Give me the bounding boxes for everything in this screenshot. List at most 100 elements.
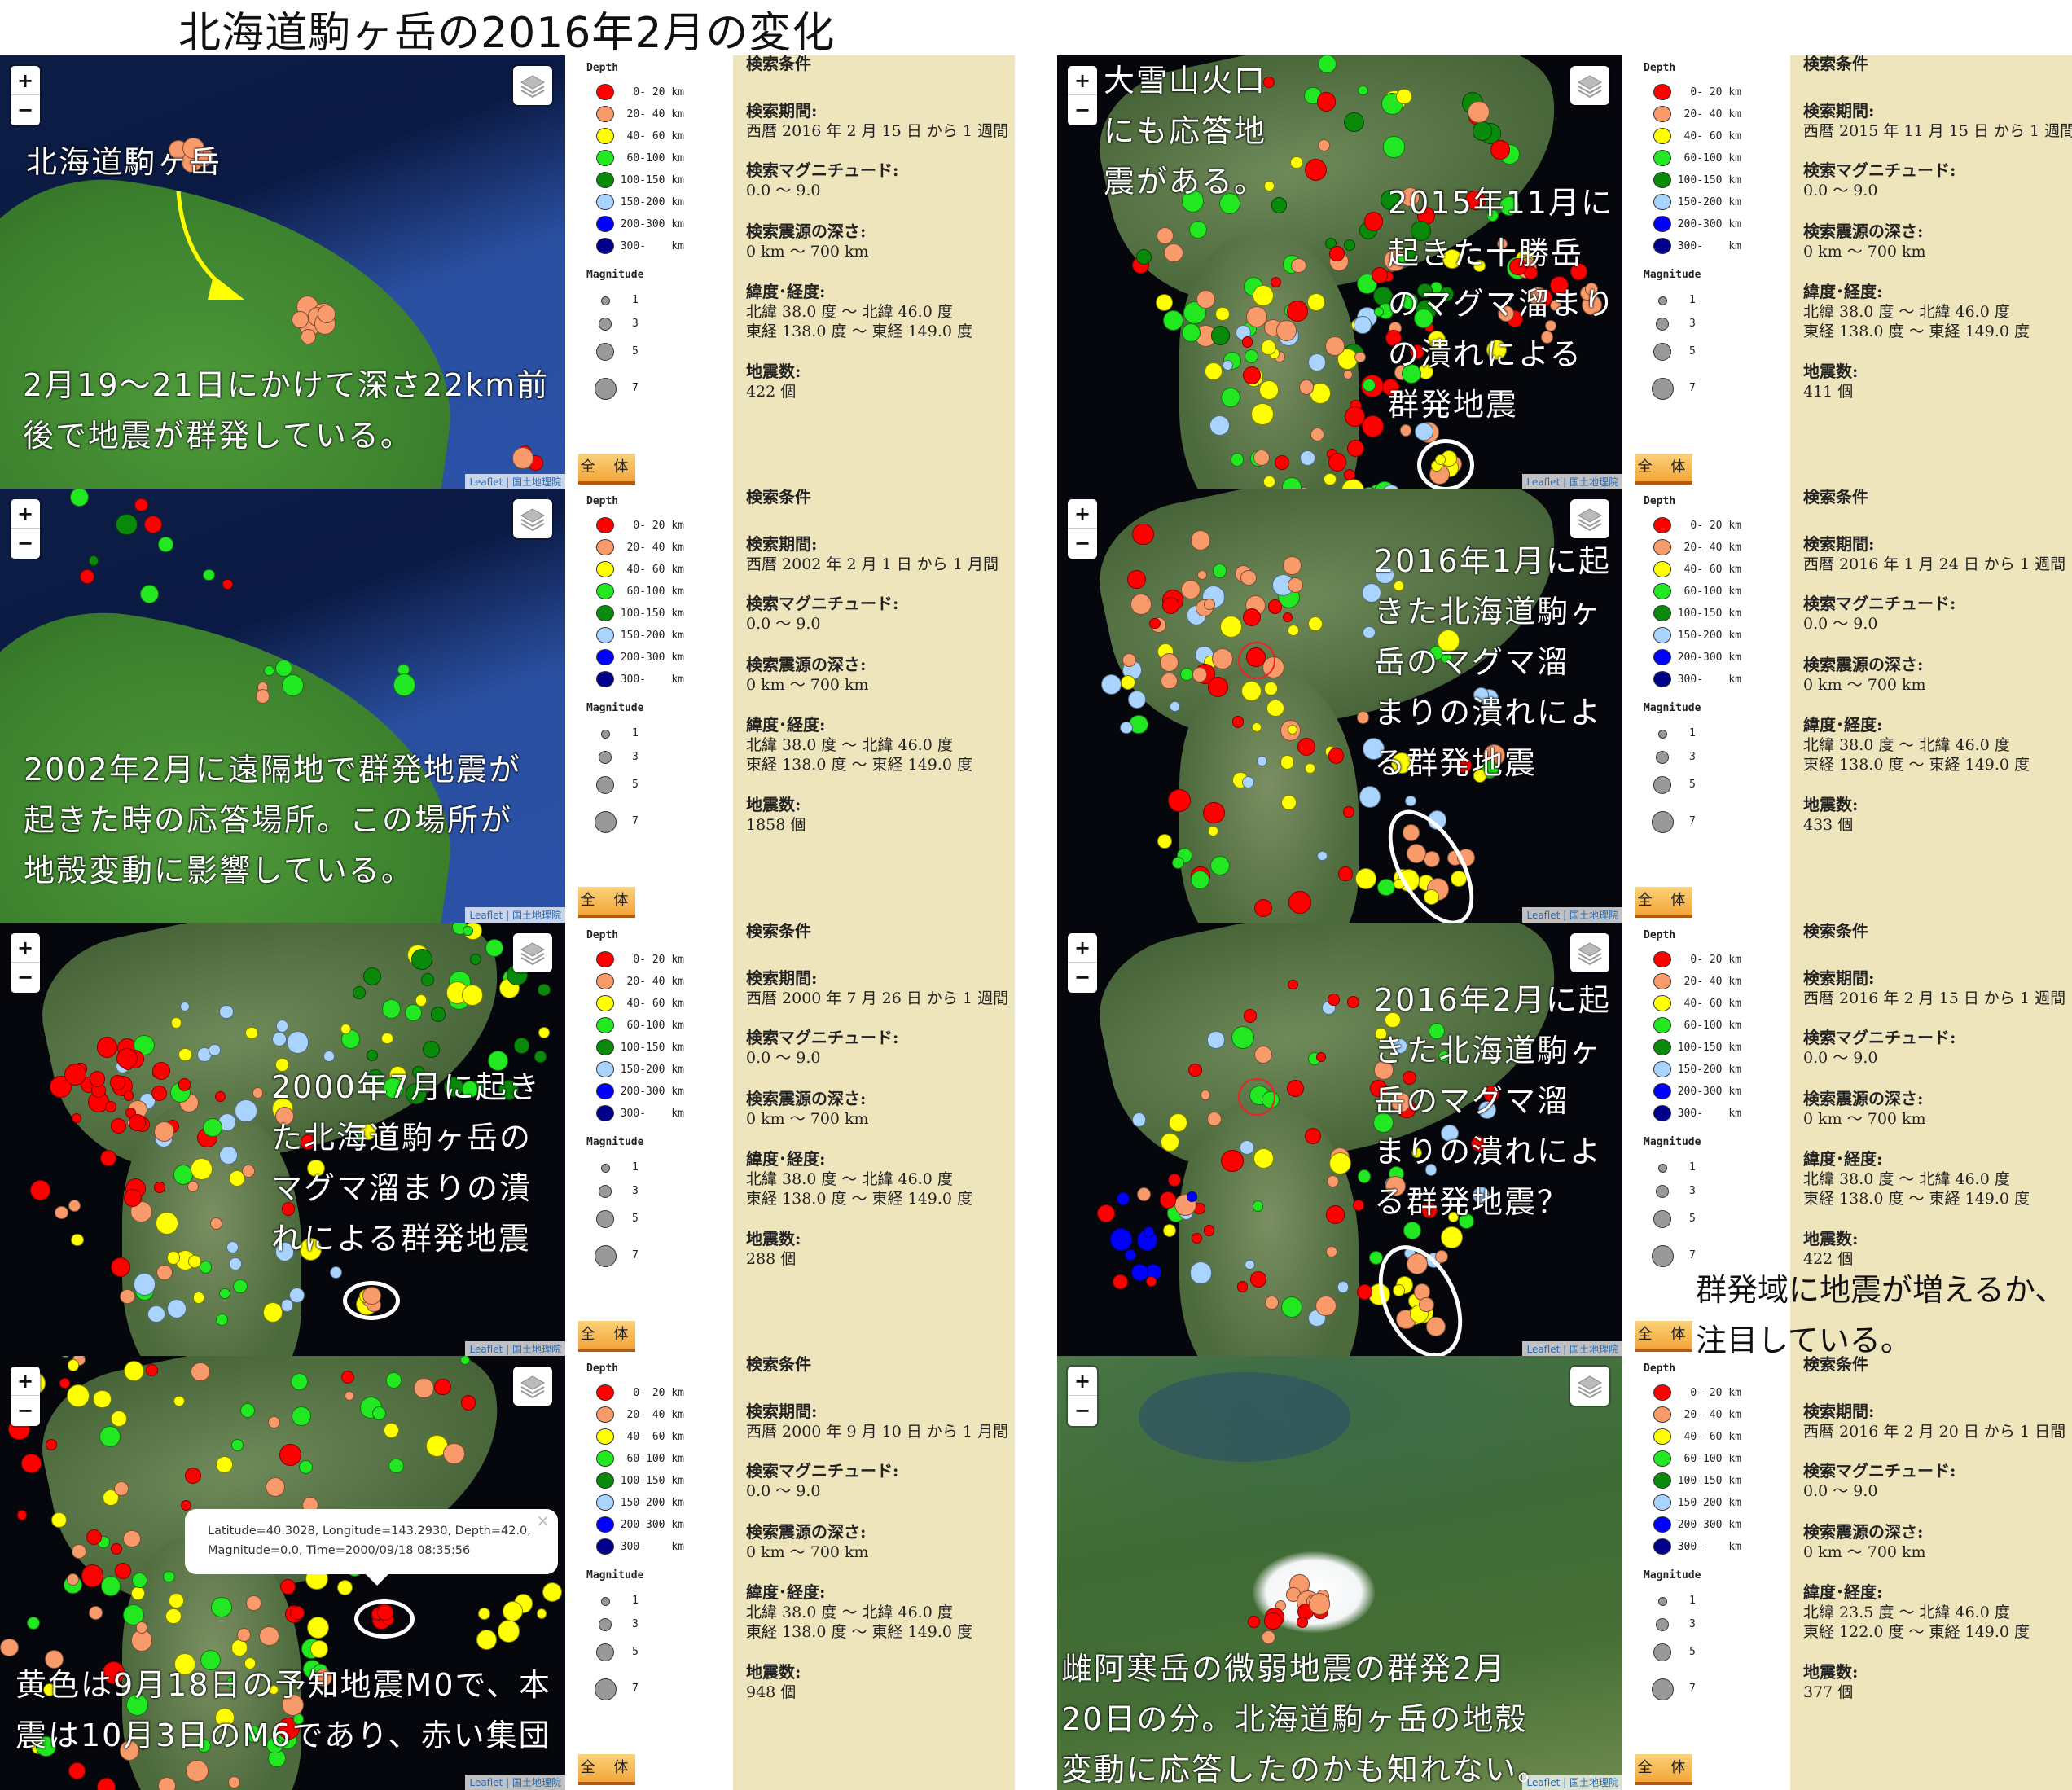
earthquake-marker[interactable] bbox=[97, 1778, 116, 1790]
earthquake-marker[interactable] bbox=[89, 555, 99, 566]
map-view[interactable]: 大雪山火口 にも応答地 震がある。2015年11月に 起きた十勝岳 のマグマ溜ま… bbox=[1057, 55, 1622, 489]
earthquake-marker[interactable] bbox=[405, 1004, 422, 1021]
show-all-button[interactable]: 全 体 bbox=[578, 1754, 635, 1785]
earthquake-marker[interactable] bbox=[537, 1608, 547, 1618]
earthquake-marker[interactable] bbox=[1122, 653, 1136, 667]
earthquake-marker[interactable] bbox=[211, 1597, 231, 1617]
earthquake-marker[interactable] bbox=[1299, 379, 1314, 394]
zoom-in-button[interactable]: + bbox=[11, 933, 40, 963]
earthquake-marker[interactable] bbox=[140, 585, 159, 603]
earthquake-marker[interactable] bbox=[1163, 310, 1183, 331]
earthquake-marker[interactable] bbox=[290, 1606, 305, 1621]
earthquake-marker[interactable] bbox=[1137, 1187, 1151, 1201]
earthquake-marker[interactable] bbox=[1287, 301, 1307, 321]
earthquake-marker[interactable] bbox=[68, 1359, 80, 1371]
earthquake-marker[interactable] bbox=[1354, 316, 1371, 333]
earthquake-marker[interactable] bbox=[1326, 1246, 1337, 1257]
earthquake-marker[interactable] bbox=[55, 1206, 68, 1220]
earthquake-marker[interactable] bbox=[219, 1005, 233, 1019]
earthquake-marker[interactable] bbox=[156, 1212, 178, 1235]
earthquake-marker[interactable] bbox=[51, 1512, 67, 1528]
earthquake-marker[interactable] bbox=[111, 1118, 126, 1134]
earthquake-marker[interactable] bbox=[134, 1273, 156, 1296]
earthquake-marker[interactable] bbox=[1317, 92, 1336, 111]
earthquake-marker[interactable] bbox=[341, 1371, 354, 1384]
earthquake-marker[interactable] bbox=[1168, 789, 1191, 812]
earthquake-marker[interactable] bbox=[1308, 353, 1326, 371]
earthquake-marker[interactable] bbox=[1101, 674, 1122, 695]
earthquake-marker[interactable] bbox=[165, 1608, 181, 1624]
map-view[interactable]: 雌阿寒岳の微弱地震の群発2月 20日の分。北海道駒ヶ岳の地殻 変動に応答したのか… bbox=[1057, 1356, 1622, 1790]
earthquake-marker[interactable] bbox=[1127, 570, 1146, 589]
earthquake-marker[interactable] bbox=[1259, 380, 1279, 400]
earthquake-marker[interactable] bbox=[1244, 1009, 1258, 1023]
earthquake-marker[interactable] bbox=[534, 1051, 546, 1062]
earthquake-marker[interactable] bbox=[1253, 285, 1274, 306]
earthquake-marker[interactable] bbox=[299, 1460, 313, 1474]
earthquake-marker[interactable] bbox=[1328, 748, 1344, 763]
earthquake-marker[interactable] bbox=[1250, 1271, 1266, 1288]
earthquake-marker[interactable] bbox=[1191, 530, 1211, 551]
earthquake-marker[interactable] bbox=[1160, 1191, 1177, 1209]
earthquake-marker[interactable] bbox=[72, 1544, 86, 1559]
earthquake-marker[interactable] bbox=[1405, 796, 1416, 806]
zoom-out-button[interactable]: − bbox=[1068, 963, 1097, 992]
earthquake-marker[interactable] bbox=[1288, 891, 1311, 914]
earthquake-marker[interactable] bbox=[60, 1356, 71, 1358]
map-attribution[interactable]: Leaflet | 国土地理院 bbox=[465, 1775, 565, 1790]
earthquake-marker[interactable] bbox=[1290, 156, 1302, 169]
show-all-button[interactable]: 全 体 bbox=[1635, 1754, 1692, 1785]
earthquake-marker[interactable] bbox=[1264, 1612, 1281, 1630]
earthquake-marker[interactable] bbox=[393, 673, 416, 696]
earthquake-marker[interactable] bbox=[1242, 776, 1254, 788]
earthquake-marker[interactable] bbox=[340, 1024, 351, 1034]
earthquake-marker[interactable] bbox=[1305, 763, 1315, 773]
earthquake-marker[interactable] bbox=[120, 1289, 134, 1304]
earthquake-marker[interactable] bbox=[134, 498, 147, 511]
earthquake-marker[interactable] bbox=[1221, 1150, 1244, 1173]
layers-button[interactable] bbox=[513, 1367, 552, 1406]
earthquake-marker[interactable] bbox=[229, 1257, 241, 1270]
earthquake-marker[interactable] bbox=[80, 569, 94, 584]
earthquake-marker[interactable] bbox=[1207, 1031, 1224, 1048]
earthquake-marker[interactable] bbox=[1188, 1064, 1202, 1077]
earthquake-marker[interactable] bbox=[178, 1048, 192, 1062]
earthquake-marker[interactable] bbox=[156, 1265, 172, 1280]
earthquake-marker[interactable] bbox=[68, 1200, 81, 1212]
popup-close-button[interactable]: × bbox=[536, 1511, 550, 1530]
earthquake-marker[interactable] bbox=[21, 1454, 42, 1474]
earthquake-marker[interactable] bbox=[291, 1373, 308, 1390]
earthquake-marker[interactable] bbox=[1240, 570, 1257, 586]
earthquake-marker[interactable] bbox=[353, 986, 366, 999]
earthquake-marker[interactable] bbox=[1242, 336, 1253, 348]
zoom-in-button[interactable]: + bbox=[11, 1367, 40, 1396]
earthquake-marker[interactable] bbox=[1326, 1205, 1344, 1223]
earthquake-marker[interactable] bbox=[169, 1593, 184, 1608]
earthquake-marker[interactable] bbox=[1490, 140, 1510, 160]
earthquake-marker[interactable] bbox=[1128, 691, 1145, 708]
earthquake-marker[interactable] bbox=[1209, 415, 1230, 436]
earthquake-marker[interactable] bbox=[280, 1579, 296, 1595]
earthquake-marker[interactable] bbox=[71, 1234, 83, 1246]
earthquake-marker[interactable] bbox=[478, 1608, 490, 1620]
earthquake-marker[interactable] bbox=[233, 1279, 247, 1293]
earthquake-marker[interactable] bbox=[1187, 1191, 1197, 1202]
earthquake-marker[interactable] bbox=[268, 1416, 280, 1428]
show-all-button[interactable]: 全 体 bbox=[1635, 887, 1692, 918]
earthquake-marker[interactable] bbox=[178, 1078, 191, 1091]
earthquake-marker[interactable] bbox=[1441, 1226, 1463, 1248]
earthquake-marker[interactable] bbox=[186, 1760, 208, 1782]
earthquake-marker[interactable] bbox=[70, 489, 89, 507]
earthquake-marker[interactable] bbox=[1190, 1261, 1212, 1283]
earthquake-marker[interactable] bbox=[147, 1305, 165, 1323]
map-attribution[interactable]: Leaflet | 国土地理院 bbox=[465, 474, 565, 489]
earthquake-marker[interactable] bbox=[498, 1620, 520, 1643]
earthquake-marker[interactable] bbox=[1231, 1026, 1254, 1049]
earthquake-marker[interactable] bbox=[1261, 340, 1276, 355]
earthquake-marker[interactable] bbox=[1262, 1630, 1275, 1644]
earthquake-marker[interactable] bbox=[1275, 455, 1289, 470]
earthquake-marker[interactable] bbox=[461, 1395, 476, 1411]
earthquake-marker[interactable] bbox=[307, 1617, 329, 1639]
earthquake-marker[interactable] bbox=[1362, 415, 1384, 437]
